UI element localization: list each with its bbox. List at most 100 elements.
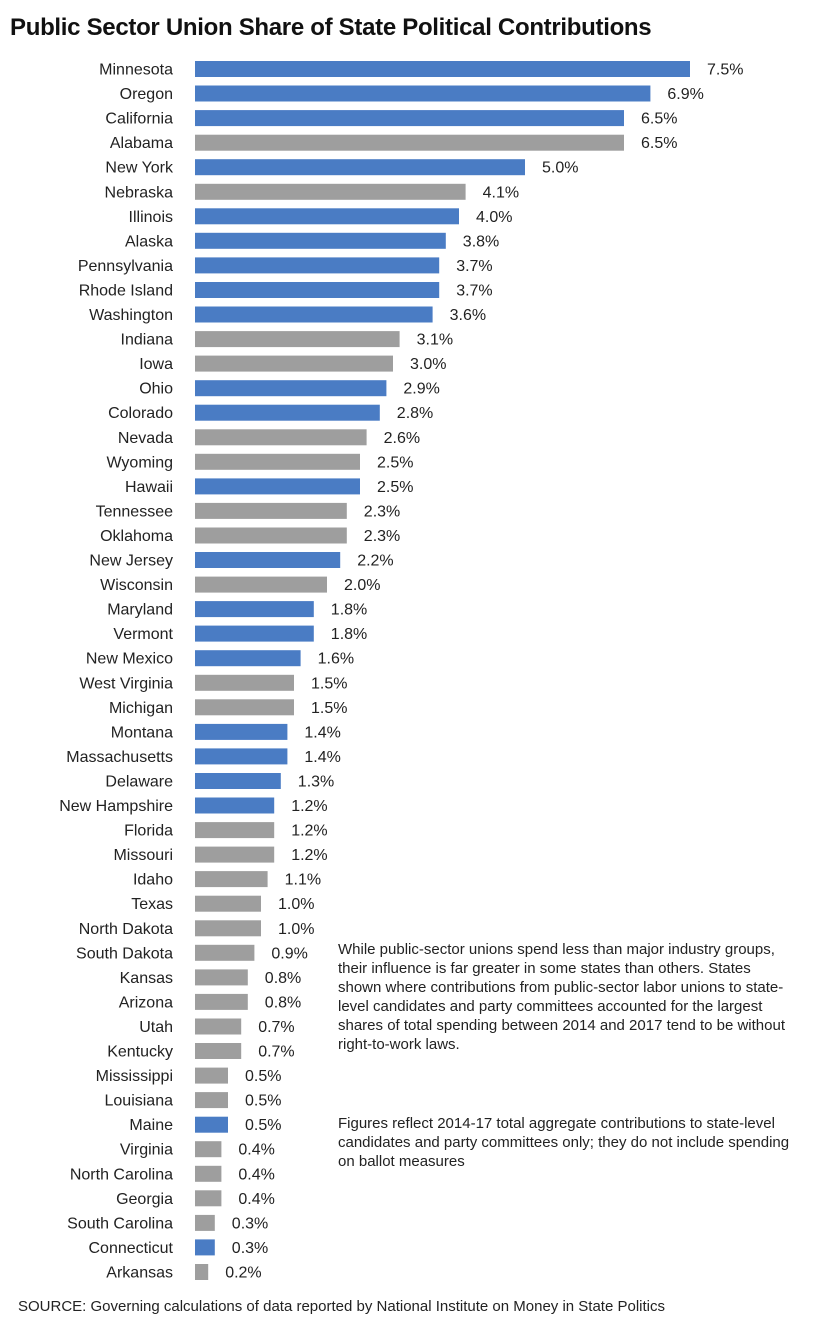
value-label-mississippi: 0.5% (245, 1068, 281, 1085)
bar-iowa (195, 355, 393, 372)
value-label-wyoming: 2.5% (377, 454, 413, 471)
value-label-new-mexico: 1.6% (318, 651, 354, 668)
category-label-oregon: Oregon (120, 86, 173, 103)
bar-pennsylvania (195, 257, 440, 274)
category-label-mississippi: Mississippi (96, 1068, 173, 1085)
category-label-north-carolina: North Carolina (70, 1166, 173, 1183)
category-label-wyoming: Wyoming (106, 454, 173, 471)
category-label-new-jersey: New Jersey (89, 553, 173, 570)
value-label-louisiana: 0.5% (245, 1093, 281, 1110)
value-label-tennessee: 2.3% (364, 503, 400, 520)
value-label-florida: 1.2% (291, 823, 327, 840)
category-label-hawaii: Hawaii (125, 479, 173, 496)
bar-texas (195, 895, 261, 912)
category-label-arizona: Arizona (119, 994, 173, 1011)
bar-nebraska (195, 183, 466, 200)
value-label-rhode-island: 3.7% (456, 283, 492, 300)
category-label-colorado: Colorado (108, 405, 173, 422)
value-label-connecticut: 0.3% (232, 1240, 268, 1257)
category-label-wisconsin: Wisconsin (100, 577, 173, 594)
value-labels: 7.5%6.9% 6.5% 6.5% 5.0% 4.1% 4.0% 3.8% 3.7% 3.7%… (225, 62, 743, 1282)
bar-wisconsin (195, 576, 327, 593)
bar-connecticut (195, 1239, 215, 1256)
bar-maryland (195, 601, 314, 618)
value-label-kansas: 0.8% (265, 970, 301, 987)
category-label-minnesota: Minnesota (99, 62, 173, 79)
bar-south-dakota (195, 944, 255, 961)
bar-mississippi (195, 1067, 228, 1084)
value-label-south-carolina: 0.3% (232, 1215, 268, 1232)
category-label-california: California (105, 111, 173, 128)
value-label-maryland: 1.8% (331, 602, 367, 619)
value-label-north-carolina: 0.4% (238, 1166, 274, 1183)
bar-delaware (195, 773, 281, 789)
category-label-new-mexico: New Mexico (86, 651, 173, 668)
bar-illinois (195, 208, 459, 225)
value-label-new-jersey: 2.2% (357, 553, 393, 570)
value-label-georgia: 0.4% (238, 1191, 274, 1208)
value-label-colorado: 2.8% (397, 405, 433, 422)
value-label-maine: 0.5% (245, 1117, 281, 1134)
bar-massachusetts (195, 748, 288, 765)
category-label-alabama: Alabama (110, 135, 173, 152)
value-label-west-virginia: 1.5% (311, 675, 347, 692)
value-label-oregon: 6.9% (667, 86, 703, 103)
bar-oklahoma (195, 527, 347, 544)
bar-arizona (195, 993, 248, 1010)
category-labels: Minnesota Oregon California Alabama New York… (59, 62, 174, 1282)
category-label-oklahoma: Oklahoma (100, 528, 173, 545)
category-label-tennessee: Tennessee (96, 503, 173, 520)
bar-alabama (195, 134, 624, 151)
category-label-south-carolina: South Carolina (67, 1215, 173, 1232)
value-label-ohio: 2.9% (403, 381, 439, 398)
source-note: SOURCE: Governing calculations of data r… (18, 1298, 665, 1315)
category-label-pennsylvania: Pennsylvania (78, 258, 173, 275)
category-label-massachusetts: Massachusetts (66, 749, 173, 766)
category-label-georgia: Georgia (116, 1191, 173, 1208)
value-label-new-hampshire: 1.2% (291, 798, 327, 815)
bar-florida (195, 822, 275, 839)
category-label-idaho: Idaho (133, 872, 173, 889)
category-label-maine: Maine (129, 1117, 173, 1134)
category-label-ohio: Ohio (139, 381, 173, 398)
value-label-arizona: 0.8% (265, 994, 301, 1011)
bar-vermont (195, 625, 314, 642)
category-label-maryland: Maryland (107, 602, 173, 619)
value-label-iowa: 3.0% (410, 356, 446, 373)
category-label-delaware: Delaware (105, 774, 173, 791)
category-label-florida: Florida (124, 823, 173, 840)
category-label-montana: Montana (111, 724, 173, 741)
bar-michigan (195, 699, 294, 716)
category-label-arkansas: Arkansas (106, 1265, 173, 1282)
category-label-nebraska: Nebraska (105, 184, 174, 201)
value-label-delaware: 1.3% (298, 774, 334, 791)
category-label-missouri: Missouri (113, 847, 173, 864)
value-label-arkansas: 0.2% (225, 1265, 261, 1282)
bar-missouri (195, 846, 275, 863)
category-label-indiana: Indiana (121, 332, 174, 349)
category-label-illinois: Illinois (129, 209, 173, 226)
value-label-michigan: 1.5% (311, 700, 347, 717)
value-label-washington: 3.6% (450, 307, 486, 324)
bar-louisiana (195, 1092, 228, 1109)
value-label-north-dakota: 1.0% (278, 921, 314, 938)
value-label-alaska: 3.8% (463, 233, 499, 250)
category-label-rhode-island: Rhode Island (79, 283, 173, 300)
bar-new-hampshire (195, 797, 275, 814)
bar-california (195, 110, 624, 127)
bar-new-jersey (195, 552, 341, 568)
figures-footnote: Figures reflect 2014-17 total aggregate … (338, 1115, 790, 1170)
category-label-louisiana: Louisiana (105, 1093, 174, 1110)
value-label-hawaii: 2.5% (377, 479, 413, 496)
bar-tennessee (195, 502, 347, 519)
chart-title: Public Sector Union Share of State Polit… (10, 14, 652, 41)
bar-virginia (195, 1141, 222, 1158)
bar-wyoming (195, 453, 360, 470)
bar-rhode-island (195, 282, 440, 298)
value-label-indiana: 3.1% (417, 332, 453, 349)
bar-hawaii (195, 478, 360, 495)
category-label-kentucky: Kentucky (107, 1044, 173, 1061)
value-label-minnesota: 7.5% (707, 62, 743, 79)
value-label-california: 6.5% (641, 111, 677, 128)
